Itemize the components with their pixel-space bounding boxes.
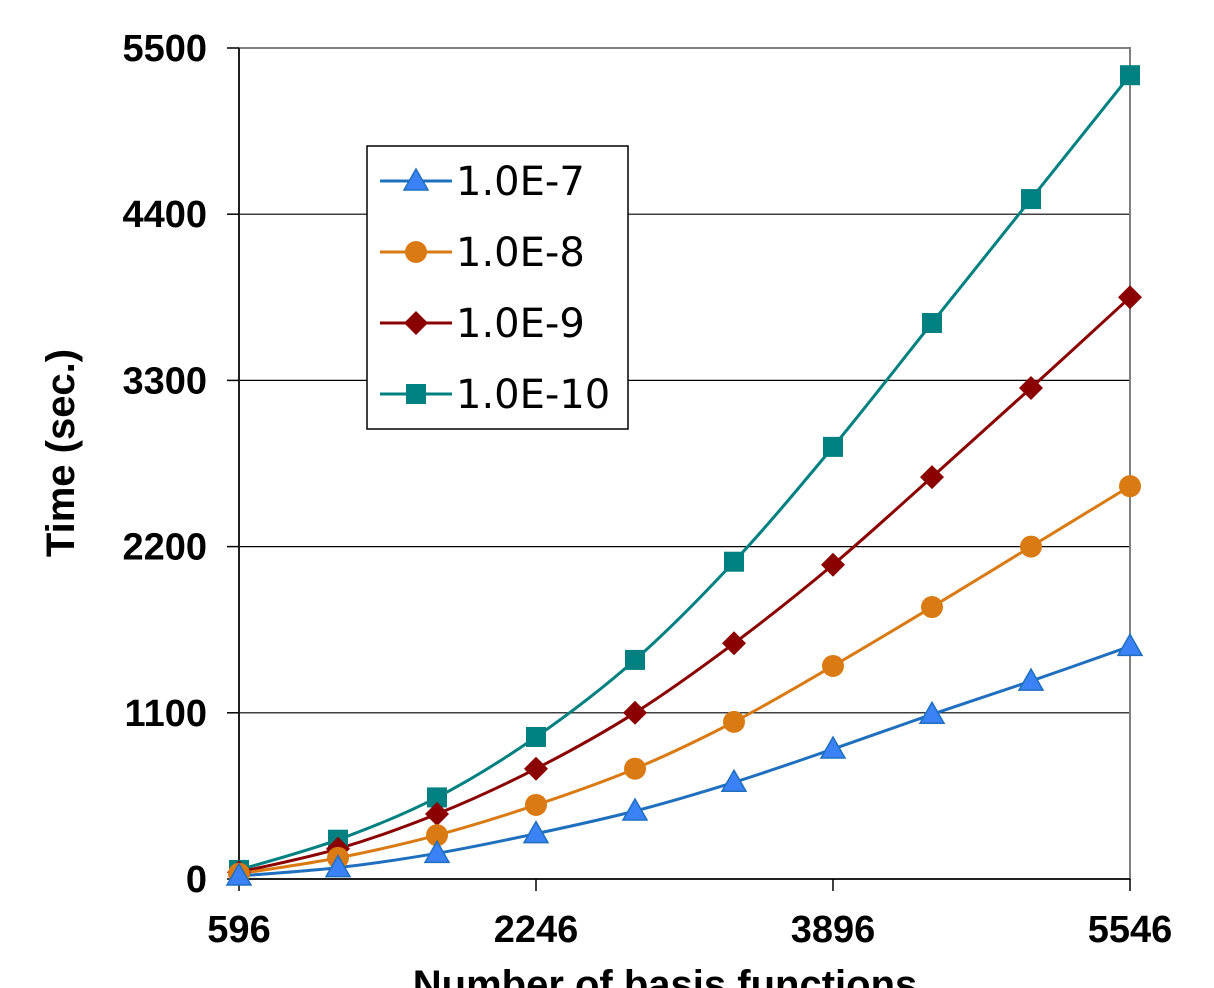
- data-point-1.0E-9: [425, 802, 449, 827]
- data-point-1.0E-10: [427, 787, 447, 808]
- series-line-1.0E-9: [238, 296, 1132, 874]
- data-point-1.0E-10: [922, 312, 942, 333]
- data-point-1.0E-9: [722, 631, 746, 656]
- legend-label: 1.0E-7: [456, 159, 585, 205]
- legend-swatch-marker: [406, 384, 426, 404]
- x-axis-title: Number of basis functions: [413, 963, 918, 988]
- legend-box: [366, 145, 629, 430]
- legend-label: 1.0E-8: [456, 230, 585, 276]
- x-tick-label: 2246: [494, 909, 579, 951]
- data-point-1.0E-7: [522, 820, 550, 844]
- data-point-1.0E-8: [921, 596, 943, 619]
- data-point-1.0E-10: [526, 726, 546, 747]
- series-line-1.0E-8: [238, 484, 1131, 876]
- x-tick-label: 596: [207, 909, 270, 951]
- data-point-1.0E-8: [1119, 475, 1141, 498]
- y-tick-label: 5500: [122, 28, 207, 70]
- legend-swatch-marker: [402, 167, 430, 191]
- data-point-1.0E-8: [822, 654, 844, 677]
- x-tick-label: 3896: [791, 909, 876, 951]
- data-point-1.0E-9: [1019, 375, 1043, 400]
- data-point-1.0E-7: [225, 862, 253, 886]
- data-point-1.0E-10: [1021, 189, 1041, 210]
- data-point-1.0E-7: [819, 735, 847, 759]
- y-tick-label: 2200: [122, 527, 207, 569]
- legend-swatch-marker: [405, 241, 427, 263]
- legend-entry: 1.0E-8: [380, 230, 585, 276]
- legend-label: 1.0E-9: [456, 301, 585, 347]
- legend-entry: 1.0E-7: [380, 159, 585, 205]
- data-point-1.0E-7: [918, 700, 946, 725]
- tick-labels: 0 1100 2200 3300 4400 5500 596 2246 3896 5546: [122, 28, 1172, 951]
- data-point-1.0E-7: [1116, 632, 1144, 657]
- data-point-1.0E-10: [1120, 65, 1140, 86]
- legend-entry: 1.0E-9: [380, 301, 585, 347]
- data-point-1.0E-9: [524, 756, 548, 781]
- series-line-1.0E-10: [238, 74, 1132, 872]
- series-line-1.0E-7: [238, 644, 1131, 878]
- data-point-1.0E-8: [525, 793, 547, 816]
- y-axis-title: Time (sec.): [39, 349, 83, 557]
- y-tick-label: 1100: [125, 693, 207, 735]
- data-point-1.0E-10: [823, 436, 843, 457]
- data-point-1.0E-9: [1118, 285, 1142, 310]
- data-point-1.0E-8: [624, 757, 646, 780]
- y-tick-label: 0: [186, 859, 207, 901]
- data-point-1.0E-7: [720, 768, 748, 793]
- data-point-1.0E-9: [623, 700, 647, 725]
- data-point-1.0E-8: [723, 710, 745, 733]
- data-point-1.0E-10: [724, 551, 744, 572]
- x-tick-label: 5546: [1088, 909, 1173, 951]
- y-tick-label: 4400: [122, 194, 207, 236]
- series-markers: [225, 65, 1144, 886]
- data-point-1.0E-8: [1020, 535, 1042, 558]
- y-tick-label: 3300: [122, 360, 207, 402]
- legend-label: 1.0E-10: [456, 372, 610, 418]
- data-point-1.0E-9: [920, 465, 944, 490]
- data-point-1.0E-7: [1017, 667, 1045, 691]
- data-point-1.0E-7: [621, 797, 649, 821]
- legend-swatch-marker: [404, 311, 428, 335]
- data-point-1.0E-8: [426, 824, 448, 847]
- data-point-1.0E-9: [821, 552, 845, 577]
- legend: 1.0E-7 1.0E-8 1.0E-9 1.0E-10: [366, 145, 629, 430]
- data-point-1.0E-10: [625, 649, 645, 670]
- series-lines: [238, 74, 1132, 878]
- data-point-1.0E-7: [423, 839, 451, 864]
- axes: [227, 47, 1131, 891]
- legend-entry: 1.0E-10: [380, 372, 610, 418]
- data-point-1.0E-7: [324, 854, 352, 878]
